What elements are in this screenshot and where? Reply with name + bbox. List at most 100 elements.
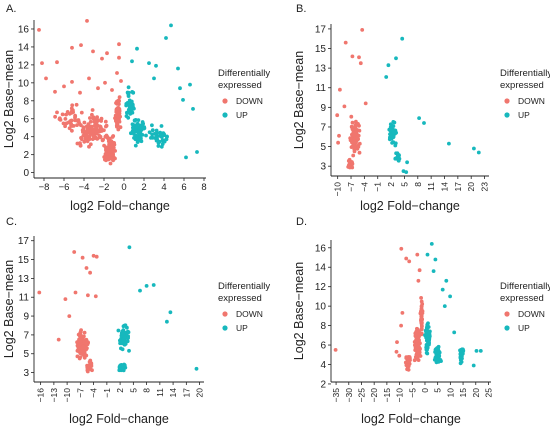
point-down xyxy=(420,324,424,329)
point-down xyxy=(117,95,122,99)
x-tick-label: −10 xyxy=(395,388,405,403)
panel-1: A. −8 −6 −4 −2 0 2 4 6 8 0 2 4 6 8 10 12 14 16 log2 Fold−ch… xyxy=(2,3,270,213)
point-down xyxy=(56,337,61,342)
point-down xyxy=(61,121,66,126)
y-tick-label: 5 xyxy=(23,349,29,360)
point-up xyxy=(440,287,445,292)
point-down xyxy=(98,134,103,139)
y-tick-label: 14 xyxy=(315,263,327,274)
point-down xyxy=(110,145,114,150)
point-up xyxy=(436,360,441,364)
point-up xyxy=(431,269,436,273)
x-tick-label: 6 xyxy=(181,182,186,193)
point-up xyxy=(391,130,396,135)
legend-title: Differentially xyxy=(218,68,270,79)
point-down xyxy=(87,76,91,81)
point-up xyxy=(151,283,156,287)
point-down xyxy=(70,80,74,84)
point-up xyxy=(126,330,131,335)
point-down xyxy=(78,90,82,95)
point-down xyxy=(81,349,86,354)
points xyxy=(37,19,199,166)
point-down xyxy=(88,116,92,120)
point-up xyxy=(126,336,130,340)
y-axis-title: Log2 Base−mean xyxy=(2,260,16,358)
x-axis-title: log2 Fold−change xyxy=(361,412,461,426)
point-down xyxy=(419,314,424,319)
point-up xyxy=(127,348,131,353)
x-tick-label: 14 xyxy=(439,182,449,192)
point-down xyxy=(96,129,100,134)
y-tick-label: 6 xyxy=(23,114,29,125)
point-up xyxy=(130,122,135,127)
y-tick-label: 14 xyxy=(18,42,30,53)
x-tick-label: 8 xyxy=(413,182,423,187)
x-tick-label: 11 xyxy=(426,182,436,191)
x-tick-label: −10 xyxy=(62,388,72,403)
point-up xyxy=(395,151,400,156)
point-down xyxy=(78,339,83,343)
point-down xyxy=(73,115,77,120)
point-down xyxy=(75,141,80,146)
x-tick-label: 20 xyxy=(471,388,481,398)
point-down xyxy=(412,358,417,363)
x-tick-label: −25 xyxy=(356,388,366,403)
point-up xyxy=(124,102,129,106)
point-down xyxy=(111,149,115,154)
y-tick-label: 10 xyxy=(315,302,327,313)
y-tick-label: 2 xyxy=(320,379,326,390)
point-up xyxy=(194,366,199,371)
point-down xyxy=(94,126,98,131)
point-down xyxy=(80,346,84,350)
point-down xyxy=(55,60,59,65)
legend-label-down: DOWN xyxy=(518,309,545,319)
point-up xyxy=(387,137,392,142)
point-up xyxy=(136,130,141,135)
x-tick-label: 20 xyxy=(195,388,205,398)
point-up xyxy=(427,331,432,335)
point-up xyxy=(191,107,195,111)
point-down xyxy=(37,290,42,295)
legend-title: expressed xyxy=(218,80,262,91)
point-down xyxy=(109,139,114,144)
point-down xyxy=(67,126,72,131)
point-down xyxy=(77,349,82,354)
point-down xyxy=(419,327,424,332)
x-tick-label: 23 xyxy=(480,182,490,192)
point-down xyxy=(88,270,92,275)
point-down xyxy=(416,344,421,349)
point-up xyxy=(424,326,429,330)
point-down xyxy=(343,40,348,45)
point-down xyxy=(118,114,122,119)
point-up xyxy=(141,126,146,131)
point-down xyxy=(415,329,419,333)
point-down xyxy=(110,88,114,92)
point-down xyxy=(84,353,89,358)
y-tick-label: 13 xyxy=(315,64,327,75)
point-up xyxy=(140,120,145,124)
point-down xyxy=(351,141,356,146)
point-up xyxy=(195,150,199,154)
point-down xyxy=(100,56,104,61)
point-down xyxy=(91,129,95,134)
y-axis-title: Log2 Base−mean xyxy=(292,262,306,360)
legend-title: Differentially xyxy=(500,68,550,79)
point-down xyxy=(104,124,108,129)
point-down xyxy=(85,128,90,133)
point-up xyxy=(458,361,463,366)
point-up xyxy=(165,319,169,324)
legend-label-up: UP xyxy=(236,323,248,333)
y-tick-label: 9 xyxy=(23,312,29,323)
point-down xyxy=(404,363,409,368)
point-up xyxy=(476,150,481,155)
point-up xyxy=(154,138,159,143)
point-up xyxy=(460,351,465,355)
x-tick-label: −4 xyxy=(89,388,99,398)
legend-label-up: UP xyxy=(236,110,248,120)
point-down xyxy=(414,339,419,343)
point-up xyxy=(121,368,126,373)
point-up xyxy=(138,137,143,142)
point-down xyxy=(79,43,83,47)
